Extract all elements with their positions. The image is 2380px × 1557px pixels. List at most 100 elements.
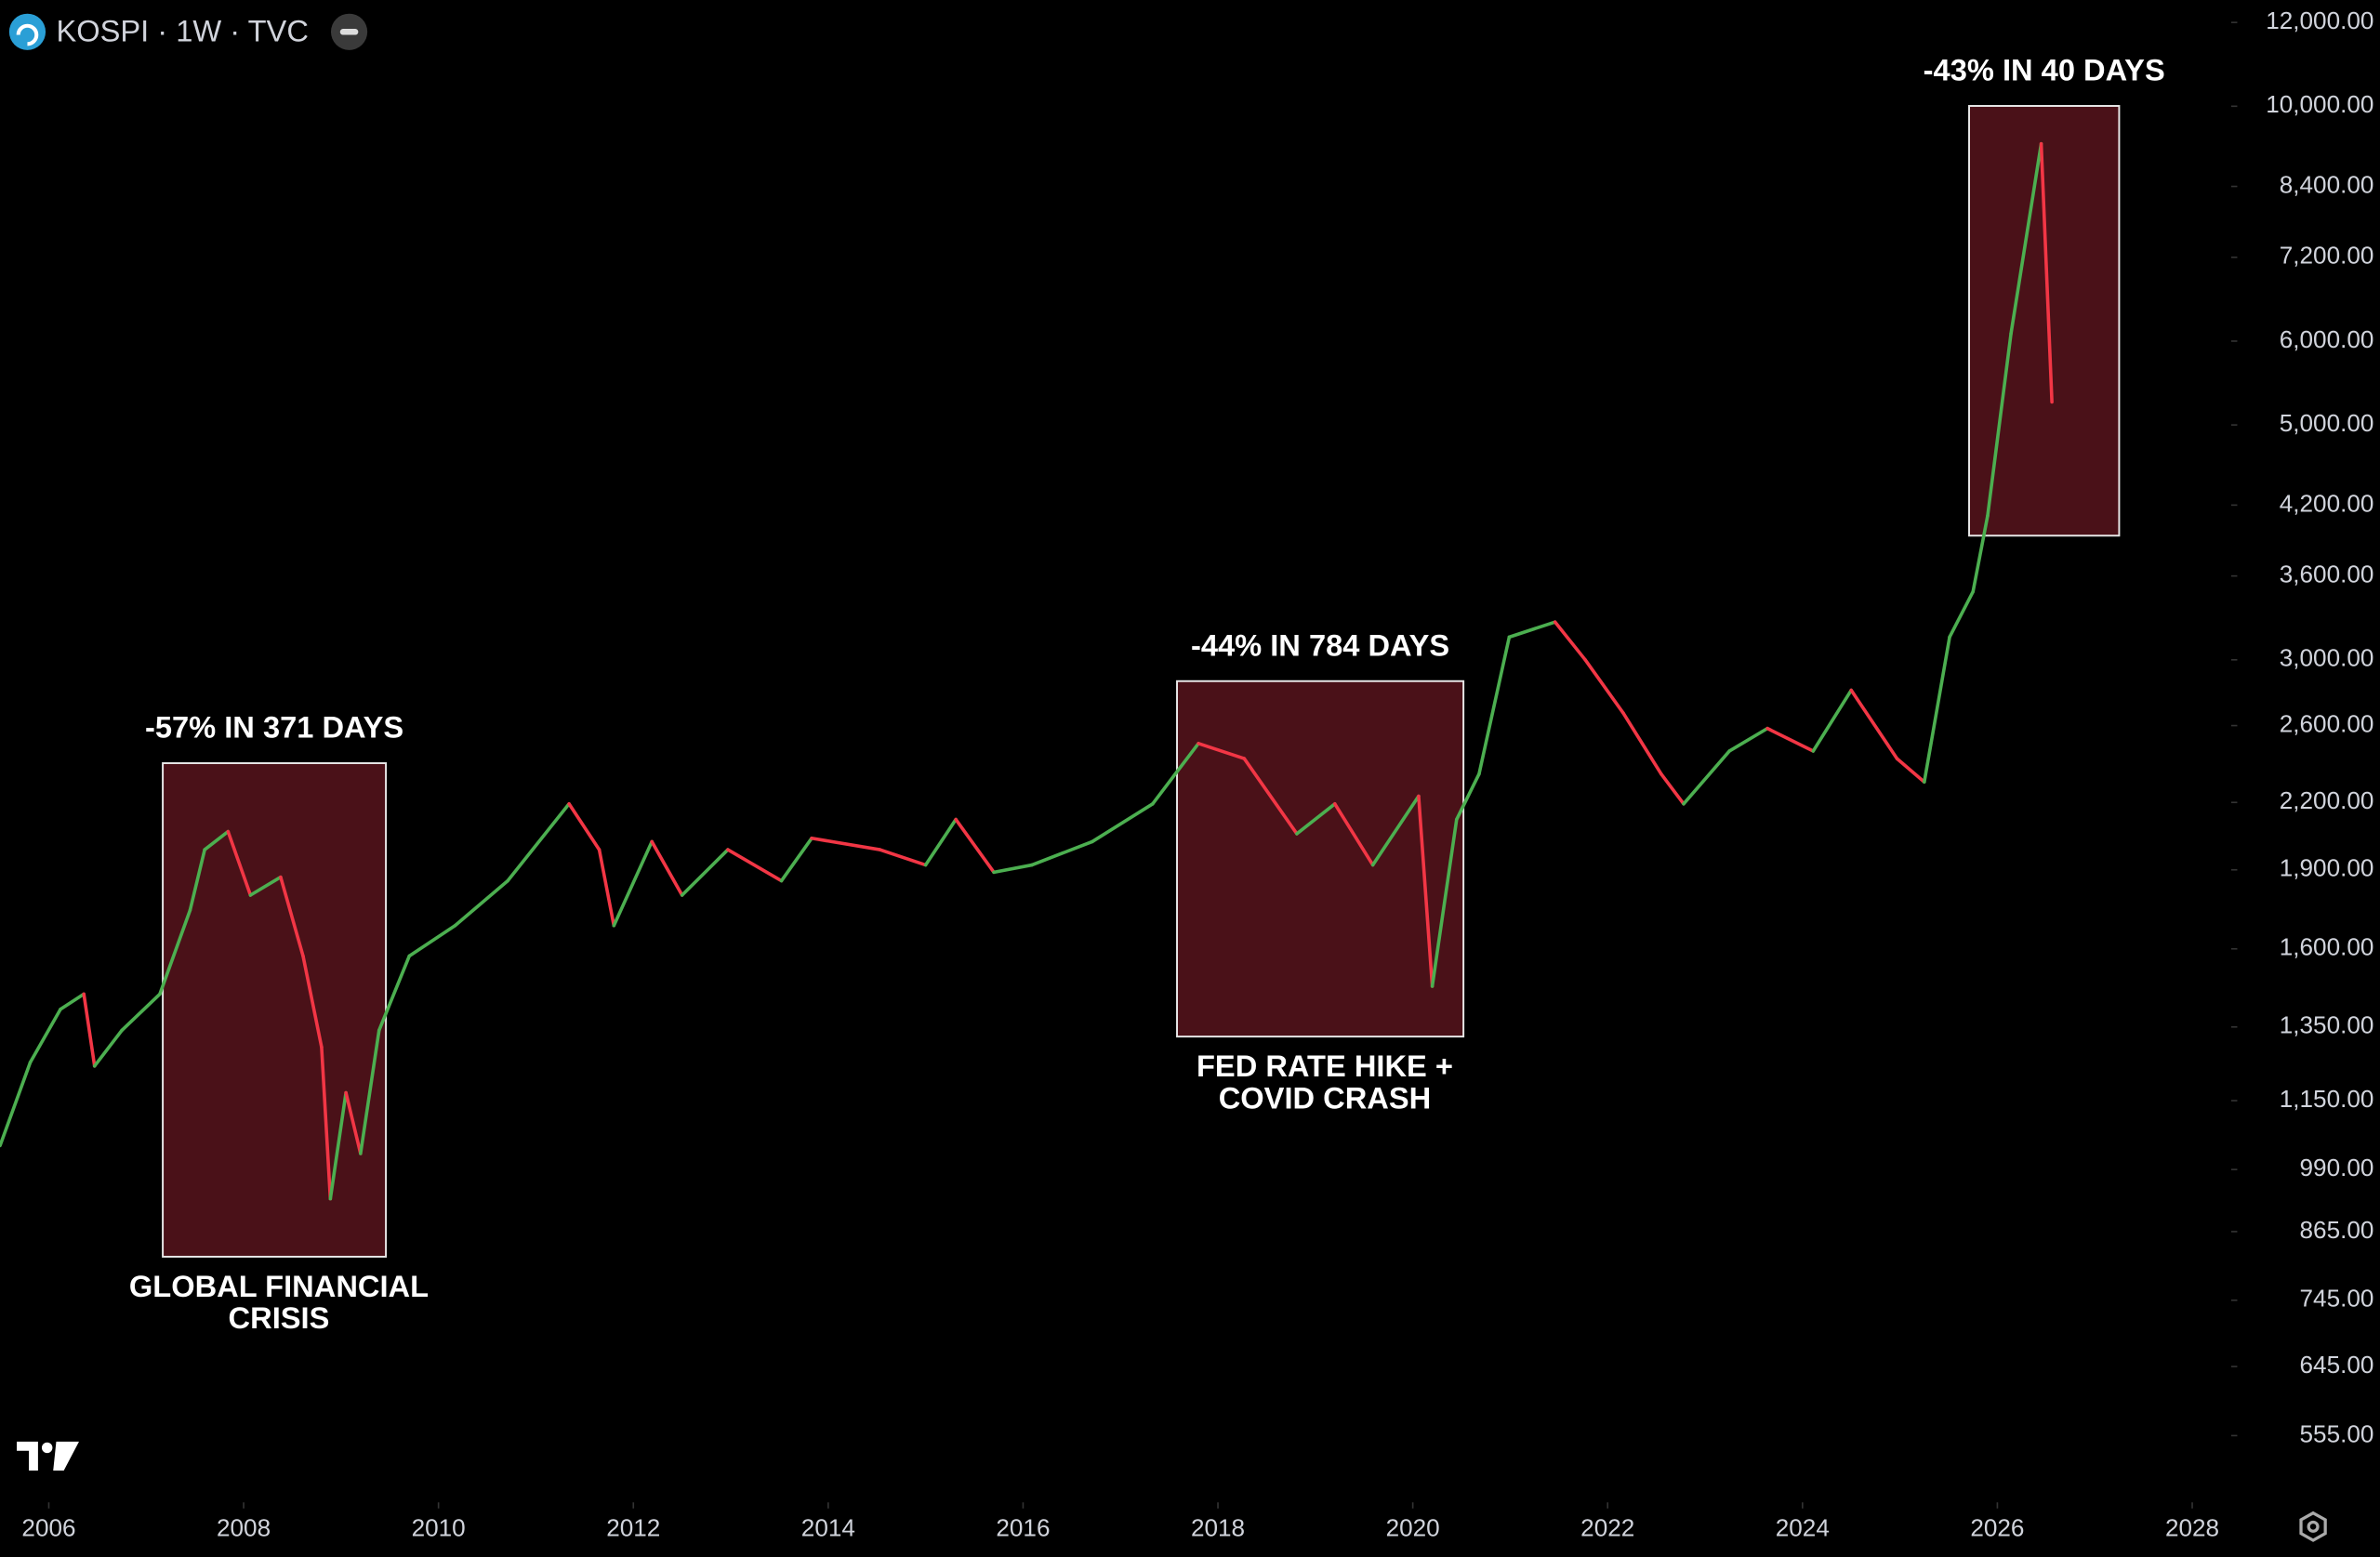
x-tick-label: 2012 [606, 1514, 660, 1542]
price-segment [320, 1045, 333, 1201]
price-segment [1583, 658, 1625, 715]
price-segment [954, 817, 996, 875]
price-segment [328, 1090, 348, 1201]
price-segment [359, 1028, 381, 1155]
price-segment [1091, 801, 1155, 844]
price-segment [248, 875, 283, 897]
price-segment [680, 848, 730, 897]
price-segment [1030, 839, 1094, 867]
price-segment [1948, 589, 1976, 640]
x-tick-label: 2008 [217, 1514, 271, 1542]
price-segment [301, 954, 324, 1049]
y-tick-label: 745.00 [2300, 1285, 2374, 1313]
price-segment [1242, 757, 1299, 836]
price-segment [923, 817, 958, 867]
price-segment [1923, 635, 1951, 785]
price-segment [1295, 801, 1337, 836]
x-tick-label: 2022 [1580, 1514, 1634, 1542]
x-tick-label: 2028 [2165, 1514, 2219, 1542]
highlight-box [162, 762, 388, 1258]
price-segment [1811, 688, 1854, 753]
price-segment [2039, 141, 2054, 404]
y-tick-label: 1,350.00 [2280, 1011, 2374, 1039]
collapse-button[interactable] [330, 13, 368, 50]
price-segment [597, 848, 616, 928]
price-segment [1659, 772, 1686, 806]
price-segment [1727, 726, 1769, 753]
price-segment [82, 992, 97, 1068]
price-segment [726, 848, 784, 883]
price-segment [1417, 794, 1435, 988]
price-segment [1553, 620, 1587, 662]
y-tick-label: 10,000.00 [2266, 90, 2373, 118]
price-segment [1370, 794, 1421, 867]
y-tick-label: 4,200.00 [2280, 489, 2374, 517]
price-segment [59, 992, 86, 1011]
price-segment [1151, 741, 1200, 806]
y-tick-label: 7,200.00 [2280, 242, 2374, 270]
price-segment [344, 1090, 363, 1155]
x-tick-label: 2006 [21, 1514, 75, 1542]
y-tick-label: 12,000.00 [2266, 7, 2373, 34]
price-segment [188, 848, 206, 913]
price-segment [1621, 711, 1663, 776]
price-segment [1682, 749, 1732, 806]
highlight-box [1176, 680, 1465, 1038]
x-tick-label: 2024 [1776, 1514, 1830, 1542]
price-segment [226, 829, 253, 897]
x-tick-label: 2020 [1386, 1514, 1440, 1542]
y-tick-label: 1,600.00 [2280, 933, 2374, 961]
price-segment [1895, 757, 1926, 785]
y-tick-label: 865.00 [2300, 1216, 2374, 1244]
price-segment [1849, 688, 1899, 760]
price-segment [92, 1028, 124, 1068]
annotation-caption: FED RATE HIKE + [1197, 1049, 1453, 1083]
y-tick-label: 3,600.00 [2280, 561, 2374, 588]
plot-area: 555.00 645.00 745.00 865.00 990.00 1,150.00 1,… [0, 7, 2374, 1542]
y-tick-label: 3,000.00 [2280, 644, 2374, 672]
price-segment [650, 839, 684, 897]
price-segment [158, 908, 192, 996]
price-segment [0, 1061, 33, 1148]
y-tick-label: 2,200.00 [2280, 786, 2374, 814]
price-segment [1765, 726, 1816, 753]
price-segment [810, 836, 882, 851]
y-tick-label: 8,400.00 [2280, 170, 2374, 198]
symbol-icon[interactable] [8, 13, 46, 50]
price-segment [1477, 635, 1512, 776]
price-segment [203, 829, 231, 851]
x-tick-label: 2018 [1191, 1514, 1245, 1542]
price-segment [779, 836, 813, 883]
y-tick-label: 555.00 [2300, 1419, 2374, 1447]
price-segment [612, 839, 654, 928]
y-tick-label: 645.00 [2300, 1351, 2374, 1379]
price-segment [407, 923, 457, 958]
price-segment [1430, 817, 1459, 988]
y-tick-label: 1,900.00 [2280, 854, 2374, 882]
x-tick-label: 2016 [996, 1514, 1050, 1542]
settings-button[interactable] [2299, 1511, 2327, 1542]
annotation-caption: CRISIS [229, 1300, 330, 1335]
annotation-caption: GLOBAL FINANCIAL [129, 1269, 429, 1303]
price-segment [1333, 801, 1375, 867]
highlight-box [1968, 104, 2121, 537]
price-segment [453, 878, 509, 928]
price-segment [120, 992, 162, 1033]
price-segment [279, 875, 305, 958]
price-segment [2009, 141, 2043, 336]
annotation-label: -44% IN 784 DAYS [1191, 627, 1449, 662]
y-tick-label: 1,150.00 [2280, 1085, 2374, 1113]
y-tick-label: 6,000.00 [2280, 325, 2374, 353]
price-segment [1507, 620, 1557, 640]
price-segment [1971, 514, 1990, 594]
y-tick-label: 2,600.00 [2280, 709, 2374, 737]
tradingview-logo[interactable] [17, 1441, 79, 1471]
price-segment [1454, 772, 1481, 822]
price-segment [377, 954, 412, 1033]
y-tick-label: 990.00 [2300, 1154, 2374, 1181]
price-segment [506, 801, 571, 883]
y-tick-label: 5,000.00 [2280, 409, 2374, 437]
price-series [0, 141, 2054, 1201]
